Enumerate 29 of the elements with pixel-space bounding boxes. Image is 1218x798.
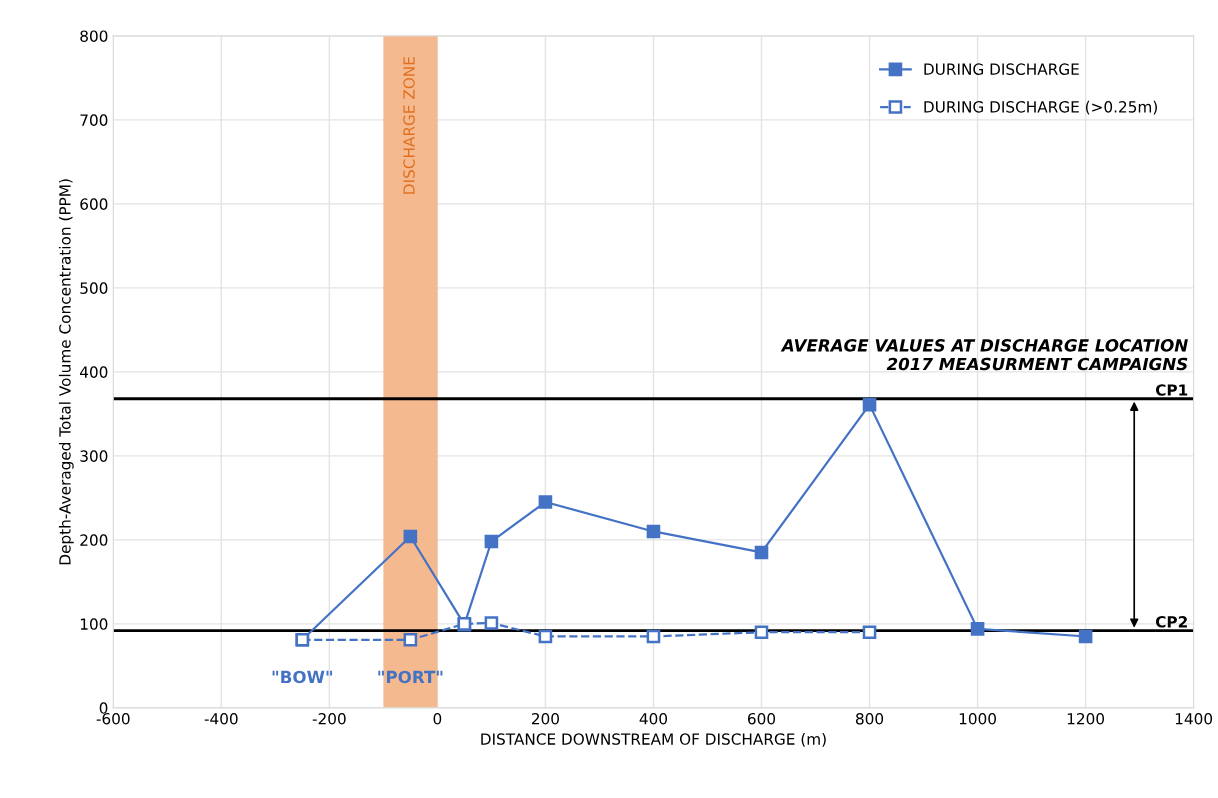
x-tick-label: 0 (433, 712, 442, 725)
y-tick-label: 700 (80, 114, 108, 126)
x-axis-title: DISTANCE DOWNSTREAM OF DISCHARGE (m) (481, 733, 826, 747)
band-label: DISCHARGE ZONE (403, 57, 415, 194)
y-tick-label: 200 (80, 534, 108, 546)
ref-line-label: CP2 (1155, 616, 1187, 628)
y-tick-label: 800 (80, 30, 108, 42)
y-tick-label: 400 (80, 366, 108, 378)
y-axis-title: Depth-Averaged Total Volume Concentration (PPM) (58, 179, 74, 565)
x-tick-label: 1400 (1175, 712, 1213, 725)
x-tick-label: 800 (855, 712, 884, 725)
y-tick-label: 500 (80, 282, 108, 294)
x-tick-label: 1000 (959, 712, 996, 725)
y-tick-label: 100 (80, 618, 108, 630)
annotation: AVERAGE VALUES AT DISCHARGE LOCATION 2017 MEASURMENT CAMPAIGNS (780, 339, 1188, 371)
x-tick-label: -200 (312, 712, 346, 725)
x-tick-label: 600 (747, 712, 776, 725)
ref-line-label: CP1 (1155, 384, 1188, 396)
y-tick-label: 600 (80, 198, 108, 210)
y-tick-label: 300 (80, 450, 108, 462)
legend-label: DURING DISCHARGE (924, 63, 1079, 75)
annotation: "BOW" (272, 670, 333, 684)
y-tick-label: 0 (99, 702, 108, 714)
x-tick-label: 400 (639, 712, 668, 725)
x-tick-label: 200 (531, 712, 559, 725)
legend-label: DURING DISCHARGE (>0.25m) (924, 100, 1157, 115)
x-tick-label: 1200 (1067, 712, 1105, 725)
x-tick-label: -400 (204, 712, 238, 725)
x-tick-label: -600 (96, 712, 130, 725)
